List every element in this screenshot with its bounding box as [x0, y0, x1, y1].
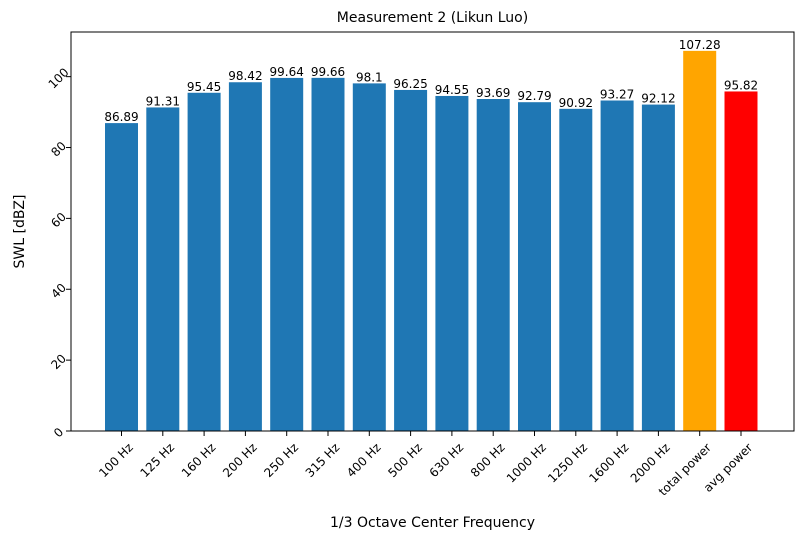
bar-value-label: 98.1	[356, 70, 383, 84]
y-tick-label: 20	[48, 351, 69, 372]
x-tick-label: 125 Hz	[138, 440, 178, 480]
x-tick-label: 1000 Hz	[504, 440, 549, 485]
bar-2000-hz	[641, 104, 675, 431]
x-tick-label: 250 Hz	[261, 440, 301, 480]
bar-value-label: 107.28	[679, 38, 721, 52]
y-tick-label: 0	[51, 425, 66, 440]
y-tick-label: 40	[48, 281, 69, 302]
x-tick-label: 1600 Hz	[586, 440, 631, 485]
bar-value-label: 91.31	[146, 94, 180, 108]
bar-value-label: 93.27	[600, 87, 634, 101]
bar-1250-hz	[559, 108, 593, 431]
bar-total-power	[683, 50, 717, 432]
y-tick-label: 100	[46, 65, 72, 91]
y-tick-label: 60	[48, 210, 69, 231]
bar-125-hz	[146, 107, 180, 432]
y-axis-label: SWL [dBZ]	[12, 195, 28, 269]
bar-800-hz	[476, 99, 510, 431]
value-labels: 86.89 91.31 95.45 98.42 99.64 99.66 98.1 96.25 9…	[104, 38, 758, 124]
bar-100-hz	[105, 123, 138, 431]
x-axis-label: 1/3 Octave Center Frequency	[330, 515, 535, 531]
bar-250-hz	[270, 77, 304, 431]
bar-value-label: 96.25	[393, 77, 427, 91]
bars	[105, 50, 758, 432]
bar-value-label: 92.12	[641, 92, 675, 106]
bar-value-label: 95.45	[187, 80, 221, 94]
y-axis: 0 20 40 60 80 100	[46, 65, 72, 440]
bar-value-label: 86.89	[104, 110, 138, 124]
bar-value-label: 98.42	[228, 69, 262, 83]
bar-value-label: 99.64	[270, 65, 304, 79]
x-tick-label: 100 Hz	[96, 440, 136, 480]
x-tick-label: 315 Hz	[303, 440, 343, 480]
x-tick-label: 160 Hz	[179, 440, 219, 480]
bar-avg-power	[724, 91, 758, 432]
bar-500-hz	[394, 89, 428, 432]
bar-value-label: 93.69	[476, 86, 510, 100]
bar-value-label: 99.66	[311, 65, 345, 79]
bar-630-hz	[435, 95, 469, 431]
y-tick-label: 80	[48, 139, 69, 160]
x-tick-label: 200 Hz	[220, 440, 260, 480]
x-axis: 100 Hz 125 Hz 160 Hz 200 Hz 250 Hz 315 Hz 400 …	[96, 431, 755, 499]
bar-value-label: 95.82	[724, 78, 758, 92]
x-tick-label: 800 Hz	[468, 440, 508, 480]
plot-frame	[70, 31, 795, 432]
x-tick-label: 500 Hz	[385, 440, 425, 480]
bar-value-label: 90.92	[559, 96, 593, 110]
x-tick-label: 1250 Hz	[545, 440, 590, 485]
bar-400-hz	[352, 83, 386, 432]
bar-1000-hz	[518, 102, 551, 431]
bar-value-label: 92.79	[517, 89, 551, 103]
chart-title: Measurement 2 (Likun Luo)	[337, 10, 528, 26]
bar-200-hz	[228, 82, 262, 431]
bar-1600-hz	[600, 100, 634, 431]
bar-160-hz	[187, 92, 221, 432]
bar-value-label: 94.55	[435, 83, 469, 97]
x-tick-label: 400 Hz	[344, 440, 384, 480]
x-tick-label: 630 Hz	[427, 440, 467, 480]
bar-315-hz	[311, 77, 345, 431]
